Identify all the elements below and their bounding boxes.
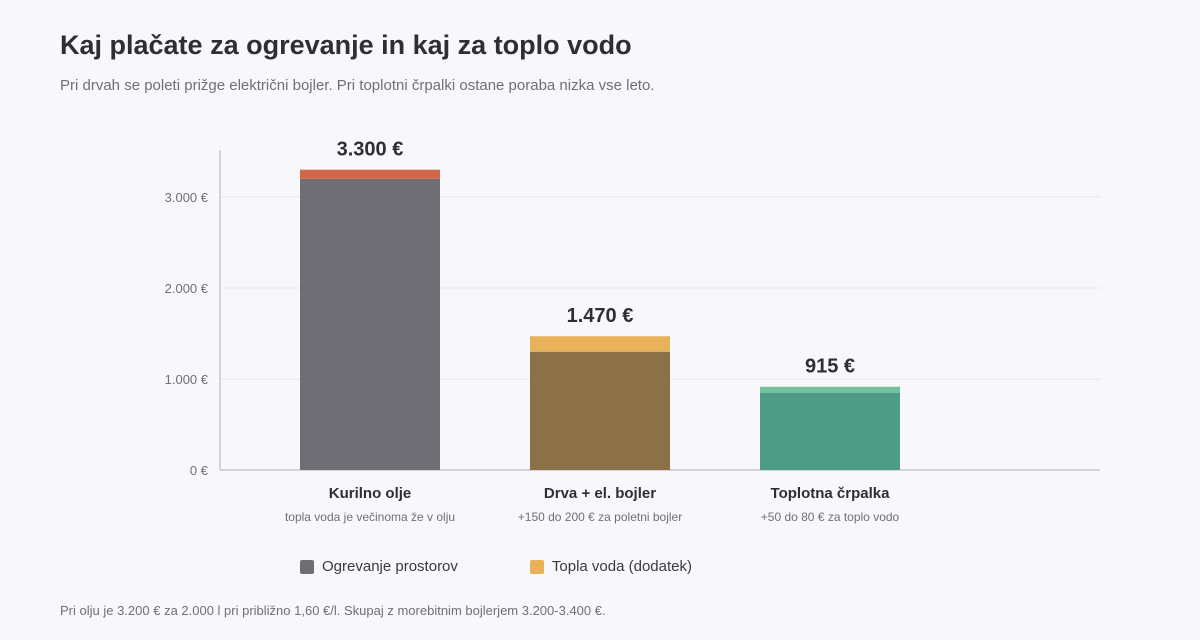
y-tick-label: 1.000 €	[165, 372, 209, 387]
y-tick-label: 2.000 €	[165, 281, 209, 296]
legend-swatch-heating	[300, 559, 314, 574]
bar-total-label: 3.300 €	[337, 139, 404, 161]
bar-total-label: 915 €	[805, 356, 855, 378]
bar-heating	[300, 178, 440, 471]
legend-swatch-water	[529, 559, 544, 574]
bar-hot-water	[530, 336, 670, 352]
bar-total-label: 1.470 €	[567, 305, 634, 327]
x-category-label: Kurilno olje	[329, 485, 412, 502]
footnote: Pri olju je 3.200 € za 2.000 l pri pribl…	[60, 603, 606, 618]
chart-subtitle: Pri drvah se poleti prižge električni bo…	[60, 77, 655, 94]
legend: Ogrevanje prostorov Topla voda (dodatek)	[300, 558, 692, 575]
legend-item-heating: Ogrevanje prostorov	[300, 558, 458, 575]
legend-label-heating: Ogrevanje prostorov	[322, 558, 458, 575]
legend-item-water: Topla voda (dodatek)	[529, 558, 692, 575]
y-tick-label: 0 €	[190, 463, 209, 478]
x-category-label: Drva + el. bojler	[544, 485, 656, 502]
bar-heating	[530, 351, 670, 470]
chart-title: Kaj plačate za ogrevanje in kaj za toplo…	[60, 30, 632, 60]
x-category-note: +150 do 200 € za poletni bojler	[518, 510, 682, 524]
x-category-label: Toplotna črpalka	[771, 485, 891, 502]
x-category-note: +50 do 80 € za toplo vodo	[761, 510, 900, 524]
bar-hot-water	[760, 386, 900, 393]
bar-hot-water	[300, 169, 440, 179]
bar-heating	[760, 392, 900, 470]
legend-label-water: Topla voda (dodatek)	[551, 558, 692, 575]
y-tick-label: 3.000 €	[165, 190, 209, 205]
x-category-note: topla voda je večinoma že v olju	[285, 510, 455, 524]
